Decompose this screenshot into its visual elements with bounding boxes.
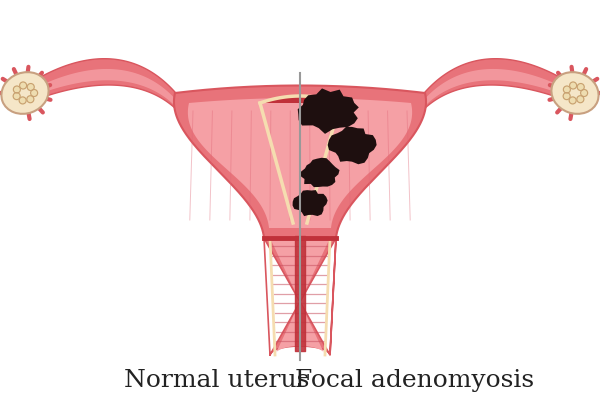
Circle shape <box>27 84 34 91</box>
Polygon shape <box>29 70 178 110</box>
Circle shape <box>20 83 26 90</box>
Circle shape <box>13 87 20 94</box>
Polygon shape <box>270 238 330 355</box>
Circle shape <box>563 93 570 100</box>
Ellipse shape <box>551 73 599 114</box>
Ellipse shape <box>1 73 49 114</box>
Circle shape <box>13 93 20 100</box>
Circle shape <box>19 98 26 104</box>
Polygon shape <box>328 128 377 165</box>
Polygon shape <box>260 97 340 223</box>
Polygon shape <box>174 86 426 238</box>
Circle shape <box>31 90 38 97</box>
Polygon shape <box>188 99 412 228</box>
Polygon shape <box>420 59 573 114</box>
Circle shape <box>563 87 571 94</box>
Polygon shape <box>422 70 571 110</box>
Circle shape <box>27 97 34 104</box>
Circle shape <box>577 84 584 91</box>
Circle shape <box>569 98 576 104</box>
Polygon shape <box>298 89 359 135</box>
Circle shape <box>569 83 577 90</box>
Circle shape <box>581 90 587 97</box>
Text: Focal adenomyosis: Focal adenomyosis <box>295 368 535 391</box>
Circle shape <box>577 97 584 104</box>
Text: Normal uterus: Normal uterus <box>124 368 310 391</box>
Polygon shape <box>27 59 180 114</box>
Polygon shape <box>293 191 328 216</box>
Polygon shape <box>264 238 336 355</box>
Polygon shape <box>300 158 340 188</box>
